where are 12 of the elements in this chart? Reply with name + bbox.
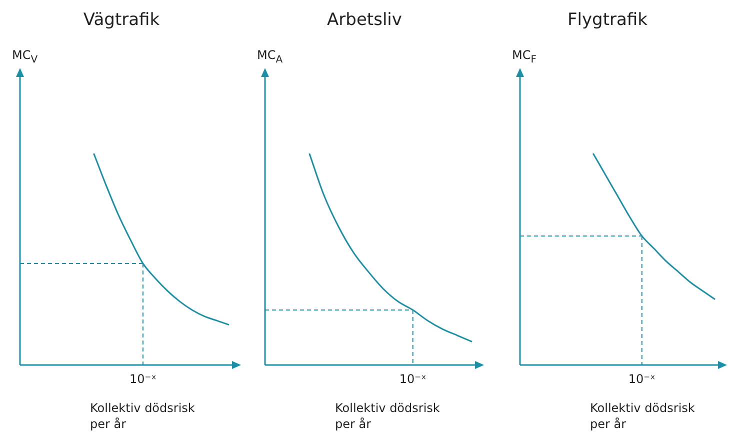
y-axis-title: MC$_{A}$ [257, 48, 283, 66]
chart-title: Arbetsliv [326, 10, 403, 30]
x-axis-title: Kollektiv dödsrisk per år [90, 400, 196, 432]
text: 10⁻ˣ [628, 372, 656, 386]
text: 10⁻ˣ [129, 372, 156, 386]
y-axis-title: MC$_{F}$ [512, 48, 536, 66]
text: 10⁻ˣ [399, 372, 426, 386]
x-axis-title: Kollektiv dödsrisk per år [590, 400, 696, 432]
y-axis-title: MC$_{V}$ [12, 48, 38, 66]
chart-title: Vägtrafik [82, 10, 161, 30]
chart-title: Flygtrafik [566, 10, 648, 30]
x-axis-title: Kollektiv dödsrisk per år [335, 400, 441, 432]
